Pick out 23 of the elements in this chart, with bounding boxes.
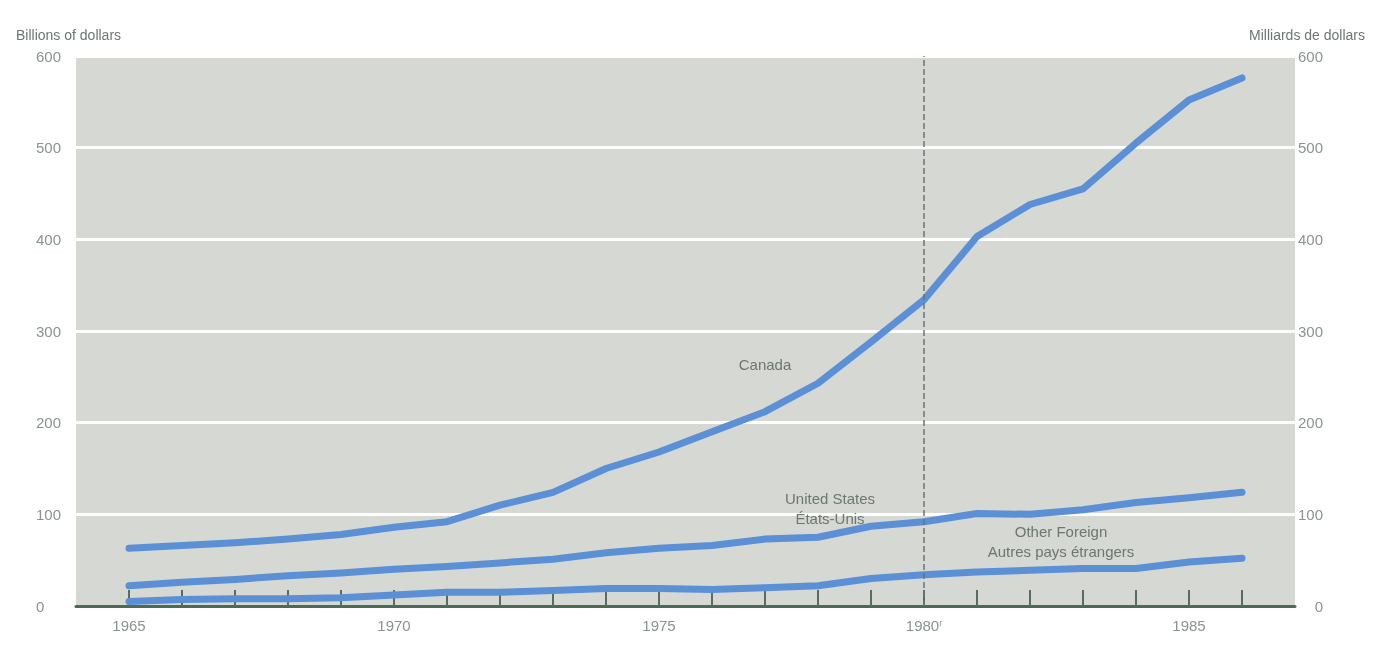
y-tick-label: 0 [36, 597, 45, 615]
y-tick-label: 500 [36, 139, 62, 157]
y-tick-label: 600 [36, 47, 62, 65]
series-label: Other Foreign Autres pays étrangers [987, 522, 1135, 560]
y-tick-label: 400 [36, 230, 62, 248]
y2-tick-label: 600 [1297, 47, 1323, 65]
y2-tick-label: 300 [1297, 322, 1323, 340]
series-label: United States États-Unis [784, 489, 876, 527]
series-label: Canada [738, 356, 792, 374]
y2-tick-label: 100 [1297, 505, 1323, 523]
y2-tick-label: 400 [1297, 230, 1323, 248]
y2-axis-title: Milliards de dollars [1249, 27, 1365, 43]
y2-tick-label: 0 [1314, 597, 1323, 615]
x-tick-label: 1975 [642, 617, 676, 634]
y-tick-label: 300 [36, 322, 62, 340]
x-tick-label: 1970 [377, 617, 411, 634]
x-tick-label: 1965 [112, 617, 146, 634]
y2-tick-label: 200 [1297, 414, 1323, 432]
y-tick-label: 100 [36, 505, 62, 523]
y2-tick-label: 500 [1297, 139, 1323, 157]
x-tick-label: 1985 [1172, 617, 1206, 634]
y-tick-label: 200 [36, 414, 62, 432]
y-axis-title: Billions of dollars [16, 27, 122, 43]
